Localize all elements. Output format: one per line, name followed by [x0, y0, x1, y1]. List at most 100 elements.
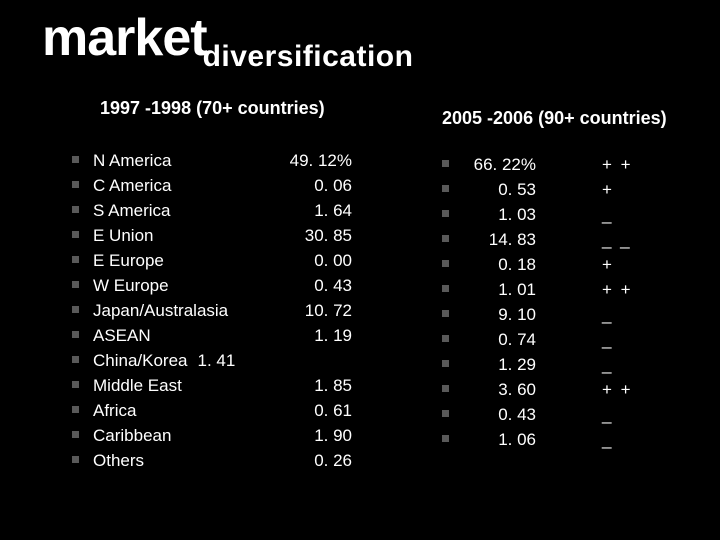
region-label: Middle East [93, 373, 182, 398]
bullet-icon [442, 185, 449, 192]
region-value: 30. 85 [282, 223, 352, 248]
list-item: 1. 01 + + [442, 277, 692, 302]
share-value: 1. 29 [472, 352, 536, 377]
bullet-icon [442, 410, 449, 417]
list-item: 0. 18 + [442, 252, 692, 277]
region-value: 0. 26 [282, 448, 352, 473]
share-value: 1. 06 [472, 427, 536, 452]
list-item: 3. 60 + + [442, 377, 692, 402]
trend-symbol: _ _ [602, 227, 632, 252]
list-item: 0. 74 _ [442, 327, 692, 352]
region-label: Africa [93, 398, 136, 423]
region-label: E Union [93, 223, 153, 248]
list-item: Africa 0. 61 [72, 398, 402, 423]
trend-symbol: _ [602, 202, 613, 227]
share-value: 0. 74 [472, 327, 536, 352]
list-item: W Europe 0. 43 [72, 273, 402, 298]
right-column: 66. 22%+ +0. 53+1. 03_14. 83_ _0. 18+1. … [442, 152, 692, 452]
bullet-icon [442, 160, 449, 167]
list-item: 0. 53 + [442, 177, 692, 202]
bullet-icon [442, 235, 449, 242]
bullet-icon [72, 231, 79, 238]
list-item: Caribbean 1. 90 [72, 423, 402, 448]
bullet-icon [72, 306, 79, 313]
region-label: N America [93, 148, 171, 173]
bullet-icon [72, 256, 79, 263]
list-item: Middle East 1. 85 [72, 373, 402, 398]
trend-symbol: _ [602, 402, 613, 427]
list-item: Others0. 26 [72, 448, 402, 473]
list-item: E Europe 0. 00 [72, 248, 402, 273]
region-label: China/Korea [93, 348, 188, 373]
trend-symbol: _ [602, 327, 613, 352]
bullet-icon [72, 156, 79, 163]
share-value: 1. 01 [472, 277, 536, 302]
column-header-right: 2005 -2006 (90+ countries) [442, 108, 667, 129]
list-item: 0. 43_ [442, 402, 692, 427]
column-header-left: 1997 -1998 (70+ countries) [100, 98, 325, 119]
region-label: Caribbean [93, 423, 171, 448]
region-value: 1. 90 [282, 423, 352, 448]
region-label: E Europe [93, 248, 164, 273]
bullet-icon [442, 310, 449, 317]
list-item: Japan/Australasia10. 72 [72, 298, 402, 323]
region-value: 1. 64 [282, 198, 352, 223]
trend-symbol: _ [602, 302, 613, 327]
region-value: 49. 12% [282, 148, 352, 173]
list-item: E Union 30. 85 [72, 223, 402, 248]
list-item: C America 0. 06 [72, 173, 402, 198]
bullet-icon [442, 285, 449, 292]
share-value: 0. 18 [472, 252, 536, 277]
list-item: 1. 03 _ [442, 202, 692, 227]
region-label: C America [93, 173, 171, 198]
bullet-icon [72, 381, 79, 388]
title-sub: diversification [203, 40, 414, 73]
region-value: 0. 43 [282, 273, 352, 298]
region-value: 1. 85 [282, 373, 352, 398]
title-main: market [42, 9, 207, 67]
list-item: ASEAN 1. 19 [72, 323, 402, 348]
bullet-icon [442, 260, 449, 267]
list-item: N America 49. 12% [72, 148, 402, 173]
list-item: 9. 10 _ [442, 302, 692, 327]
list-item: S America 1. 64 [72, 198, 402, 223]
list-item: 14. 83_ _ [442, 227, 692, 252]
bullet-icon [72, 406, 79, 413]
share-value: 0. 53 [472, 177, 536, 202]
left-column: N America 49. 12% C America 0. 06 S America 1… [72, 148, 402, 473]
trend-symbol: + + [602, 277, 633, 302]
region-value: 0. 00 [282, 248, 352, 273]
list-item: 1. 29 _ [442, 352, 692, 377]
trend-symbol: _ [602, 352, 613, 377]
region-value: 1. 41 [198, 348, 236, 373]
share-value: 3. 60 [472, 377, 536, 402]
region-value: 0. 06 [282, 173, 352, 198]
share-value: 1. 03 [472, 202, 536, 227]
bullet-icon [72, 206, 79, 213]
list-item: China/Korea 1. 41 [72, 348, 402, 373]
bullet-icon [442, 210, 449, 217]
slide-title: marketdiversification [42, 8, 417, 68]
region-value: 10. 72 [282, 298, 352, 323]
bullet-icon [442, 335, 449, 342]
share-value: 66. 22% [472, 152, 536, 177]
bullet-icon [72, 181, 79, 188]
trend-symbol: + [602, 177, 614, 202]
trend-symbol: _ [602, 427, 613, 452]
bullet-icon [72, 356, 79, 363]
bullet-icon [442, 435, 449, 442]
region-value: 0. 61 [282, 398, 352, 423]
region-label: W Europe [93, 273, 169, 298]
list-item: 1. 06 _ [442, 427, 692, 452]
bullet-icon [72, 431, 79, 438]
bullet-icon [72, 456, 79, 463]
region-value: 1. 19 [282, 323, 352, 348]
region-label: S America [93, 198, 170, 223]
region-label: ASEAN [93, 323, 151, 348]
trend-symbol: + + [602, 377, 633, 402]
bullet-icon [72, 331, 79, 338]
share-value: 9. 10 [472, 302, 536, 327]
list-item: 66. 22%+ + [442, 152, 692, 177]
bullet-icon [442, 360, 449, 367]
trend-symbol: + [602, 252, 614, 277]
